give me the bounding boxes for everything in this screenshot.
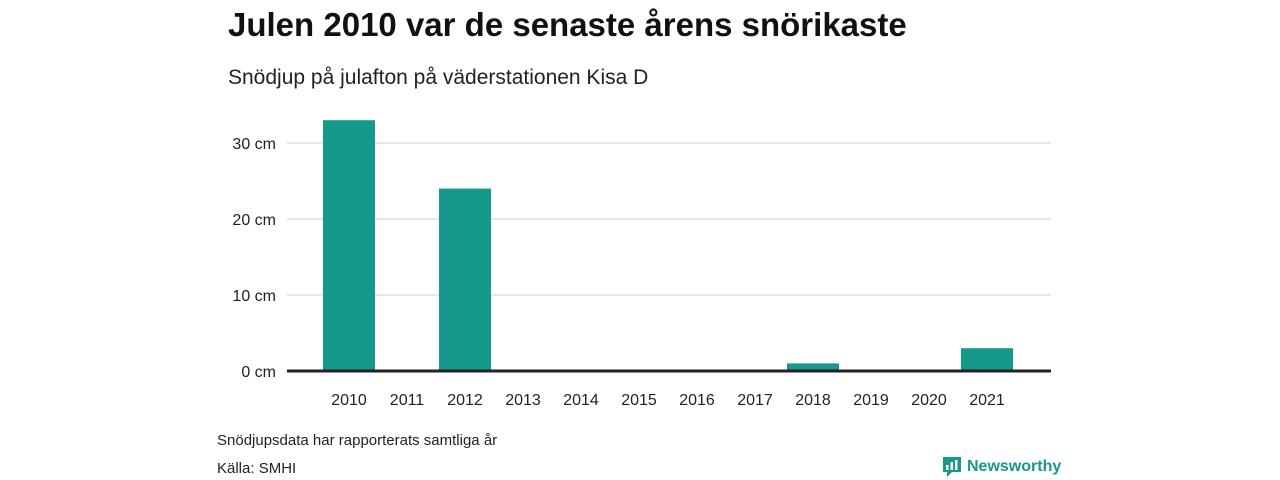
bar (323, 120, 375, 371)
newsworthy-icon (943, 457, 961, 477)
chart-subtitle: Snödjup på julafton på väderstationen Ki… (228, 66, 649, 89)
bar (961, 348, 1013, 371)
x-tick-label: 2017 (737, 392, 773, 409)
y-tick-label: 20 cm (232, 212, 276, 229)
y-tick-label: 0 cm (241, 364, 276, 381)
footnote: Snödjupsdata har rapporterats samtliga å… (217, 432, 498, 449)
x-tick-label: 2011 (390, 392, 425, 409)
x-tick-label: 2021 (969, 392, 1005, 409)
x-tick-label: 2010 (331, 392, 367, 409)
source-note: Källa: SMHI (217, 460, 297, 477)
x-tick-label: 2012 (447, 392, 483, 409)
x-tick-label: 2014 (563, 392, 599, 409)
x-tick-label: 2013 (505, 392, 541, 409)
y-tick-label: 10 cm (232, 288, 276, 305)
brand-logo: Newsworthy (943, 457, 1061, 477)
x-tick-label: 2019 (853, 392, 889, 409)
chart-title: Julen 2010 var de senaste årens snörikas… (228, 6, 907, 43)
x-tick-label: 2020 (911, 392, 947, 409)
y-tick-label: 30 cm (232, 136, 276, 153)
x-tick-label: 2015 (621, 392, 657, 409)
bar (787, 363, 839, 371)
x-tick-label: 2018 (795, 392, 831, 409)
brand-name: Newsworthy (967, 458, 1062, 475)
bar (439, 188, 491, 371)
x-tick-label: 2016 (679, 392, 715, 409)
